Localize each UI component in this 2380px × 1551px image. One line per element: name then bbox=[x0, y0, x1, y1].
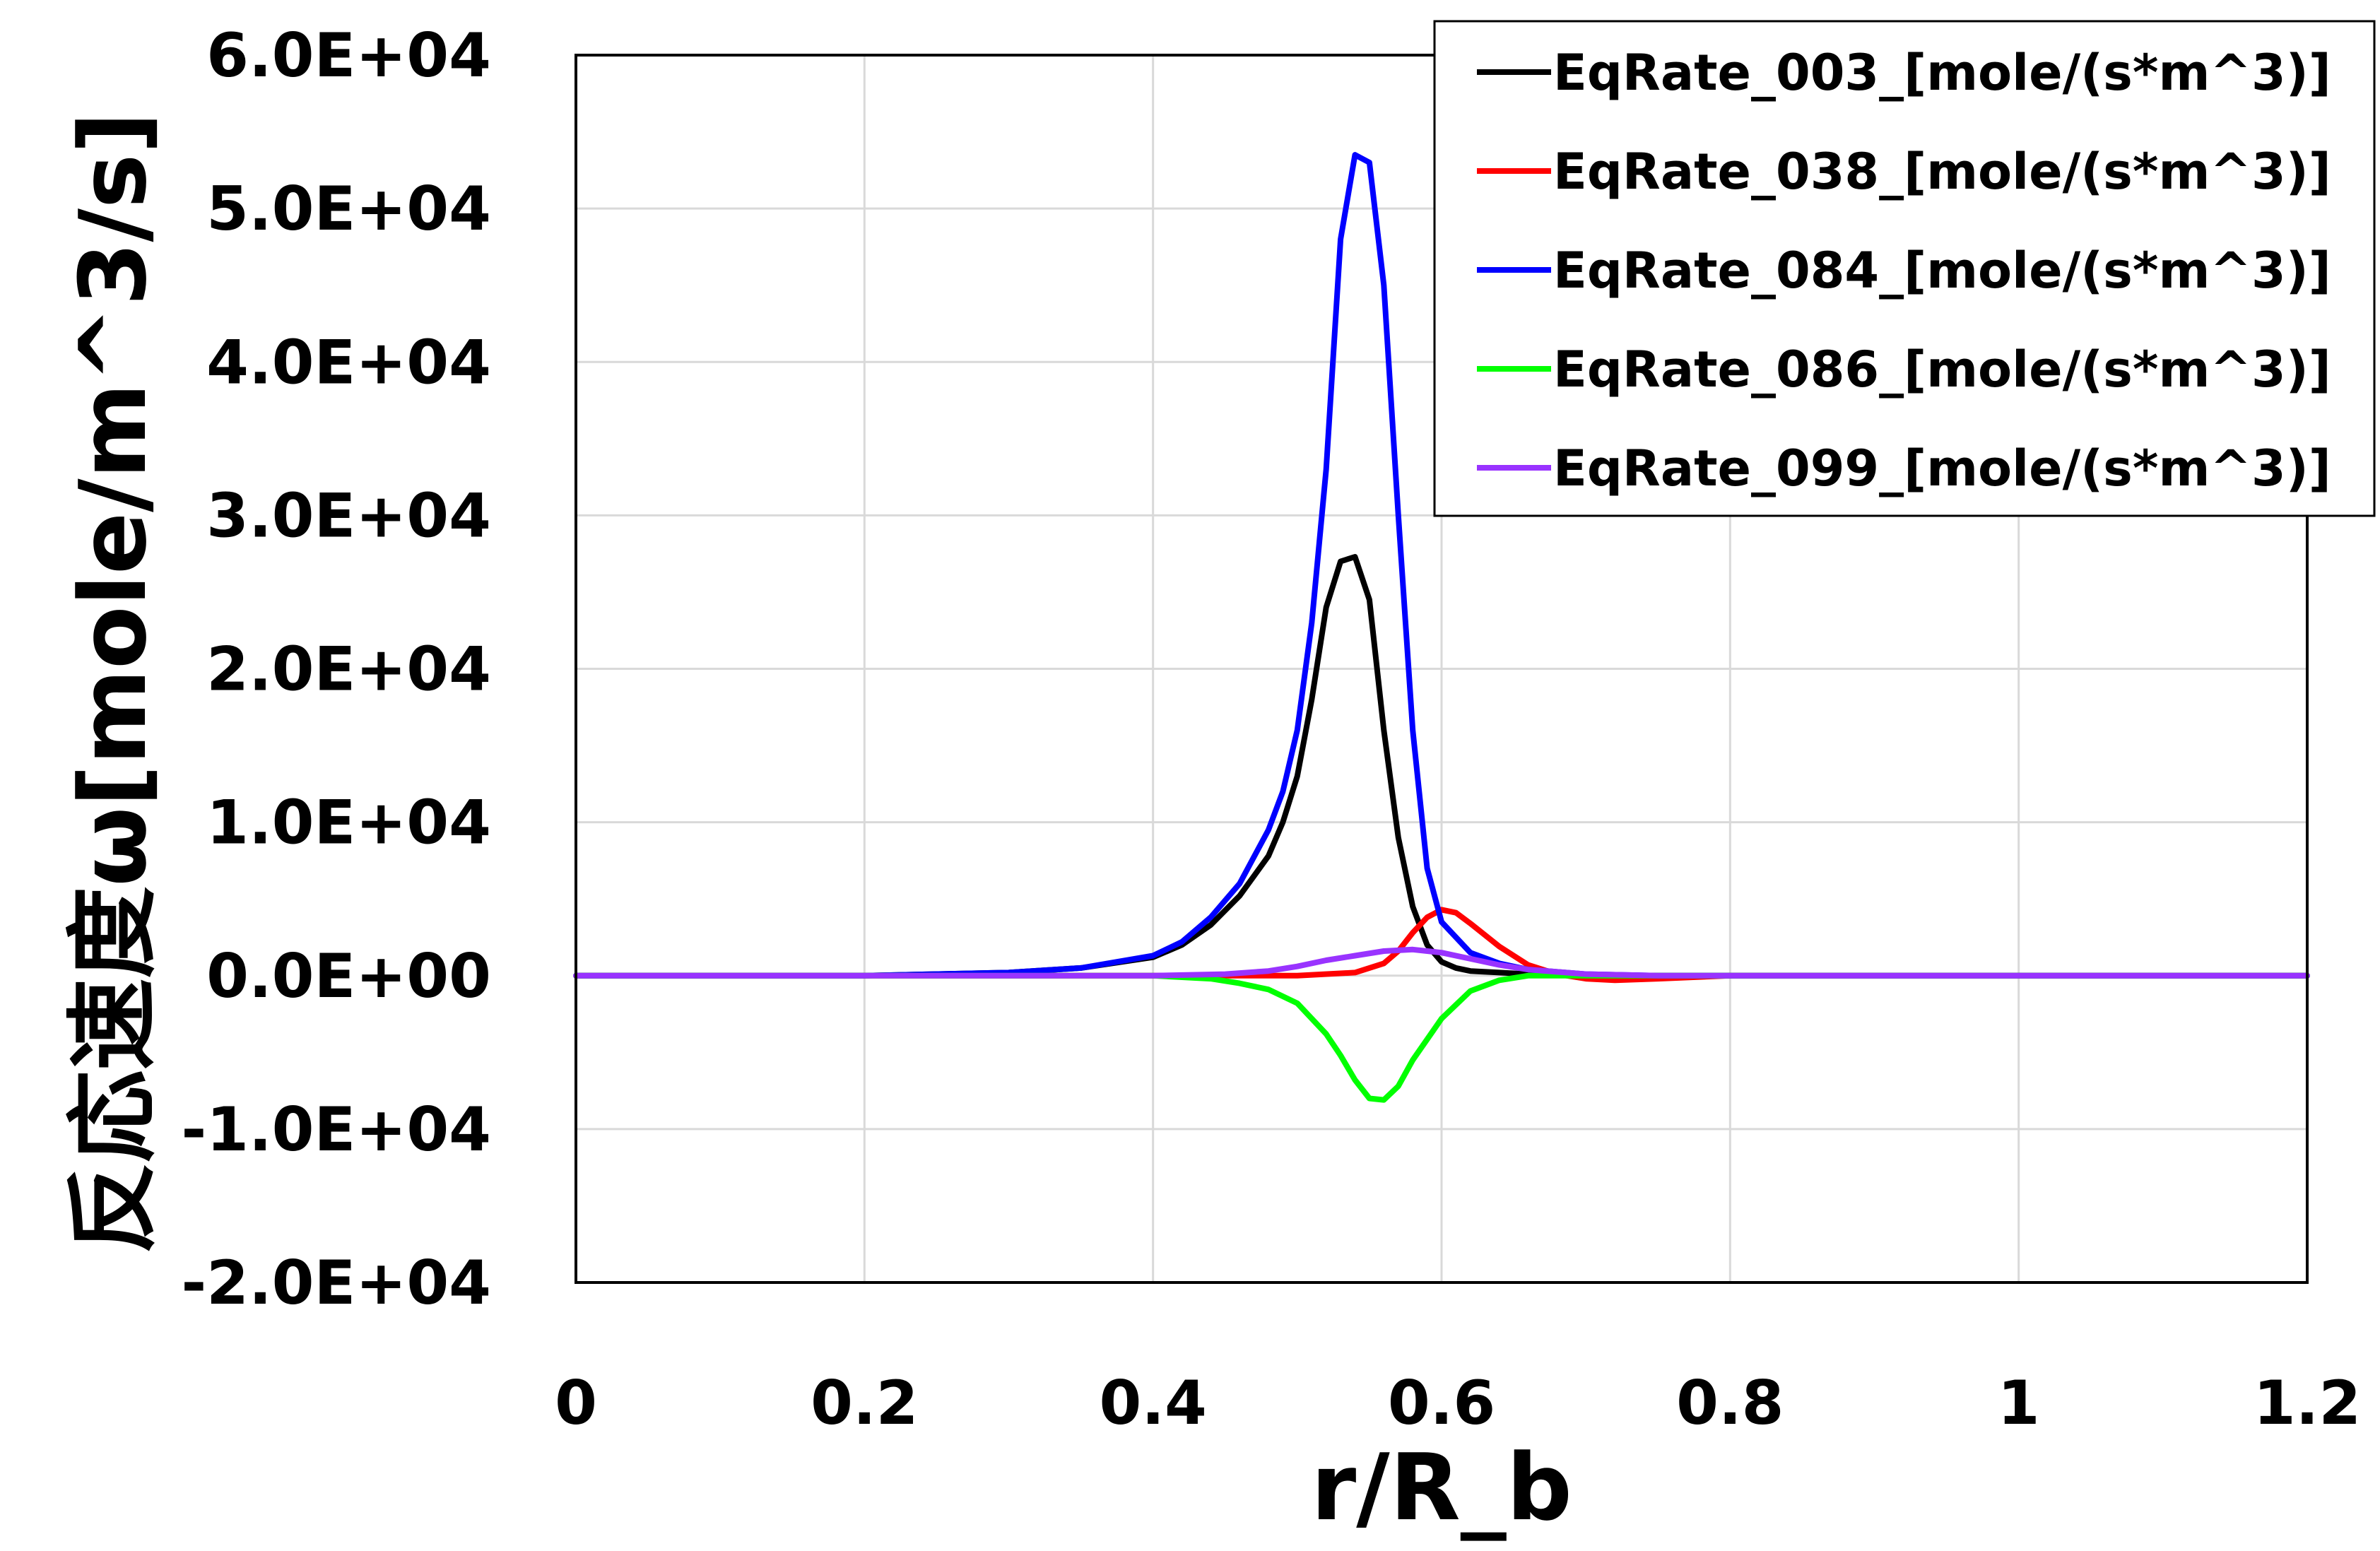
x-tick-label: 0.6 bbox=[1388, 1368, 1495, 1439]
y-tick-label: 5.0E+04 bbox=[206, 174, 491, 244]
series-lines bbox=[573, 152, 2310, 1103]
x-tick-label: 1.2 bbox=[2254, 1368, 2361, 1439]
y-tick-label: 3.0E+04 bbox=[206, 480, 491, 551]
y-tick-label: 6.0E+04 bbox=[206, 20, 491, 91]
x-tick-label: 0.4 bbox=[1099, 1368, 1206, 1439]
x-tick-label: 0.2 bbox=[811, 1368, 918, 1439]
series-line-4 bbox=[573, 972, 2310, 1103]
legend-label: EqRate_099_[mole/(s*m^3)] bbox=[1553, 440, 2331, 497]
legend-label: EqRate_084_[mole/(s*m^3)] bbox=[1553, 242, 2331, 300]
y-tick-label: 0.0E+00 bbox=[206, 941, 491, 1012]
legend-label: EqRate_086_[mole/(s*m^3)] bbox=[1553, 341, 2331, 399]
y-axis-tick-labels: -2.0E+04 -1.0E+04 0.0E+00 1.0E+04 2.0E+04 3.0… bbox=[181, 20, 491, 1319]
y-tick-label: 1.0E+04 bbox=[206, 788, 491, 859]
x-tick-label: 1 bbox=[1998, 1368, 2040, 1439]
legend-label: EqRate_038_[mole/(s*m^3)] bbox=[1553, 143, 2331, 201]
legend-box bbox=[1433, 20, 2376, 517]
y-tick-label: 4.0E+04 bbox=[206, 327, 491, 398]
legend-label: EqRate_003_[mole/(s*m^3)] bbox=[1553, 44, 2331, 102]
x-tick-label: 0 bbox=[555, 1368, 597, 1439]
series-line-2 bbox=[573, 907, 2310, 984]
y-tick-label: -1.0E+04 bbox=[181, 1095, 491, 1165]
x-tick-label: 0.8 bbox=[1676, 1368, 1784, 1439]
y-axis-title: 反応速度ω[mole/m^3/s] bbox=[59, 112, 167, 1254]
x-axis-title: r/R_b bbox=[1311, 1434, 1572, 1541]
y-tick-label: 2.0E+04 bbox=[206, 635, 491, 705]
y-tick-label: -2.0E+04 bbox=[181, 1248, 491, 1319]
x-axis-tick-labels: 0 0.2 0.4 0.6 0.8 1 1.2 bbox=[555, 1368, 2361, 1439]
series-line-5 bbox=[573, 946, 2310, 979]
legend: EqRate_003_[mole/(s*m^3)] EqRate_038_[mol… bbox=[1433, 20, 2376, 517]
